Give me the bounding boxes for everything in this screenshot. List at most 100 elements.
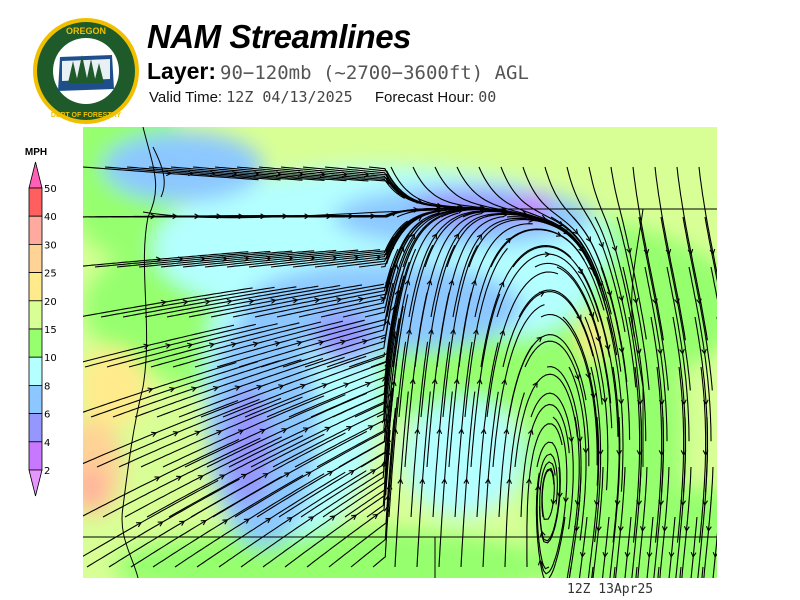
colorbar-under-triangle [28, 469, 43, 497]
streamline-arrowhead [219, 474, 226, 480]
streamline-arrowhead [265, 517, 272, 524]
streamline-arrowhead [278, 384, 285, 390]
streamline-arrowhead [574, 374, 580, 381]
streamline-arrowhead [274, 341, 281, 347]
streamline-arrowhead [262, 473, 269, 479]
streamline-arrowhead [404, 279, 411, 286]
streamline-arrowhead [157, 521, 164, 527]
streamline-arrowhead [618, 347, 625, 354]
streamline-arrowhead [147, 387, 154, 393]
streamline [701, 566, 704, 578]
streamline-arrowhead [212, 385, 219, 392]
streamline-arrowhead [394, 289, 401, 296]
streamline-arrowhead [448, 279, 455, 286]
streamline-arrowhead [384, 319, 391, 326]
streamline-arrowhead [618, 295, 624, 302]
map-timestamp: 12Z 13Apr25 [567, 582, 654, 597]
colorbar-tick-label: 8 [44, 381, 50, 392]
streamline-arrowhead [204, 299, 211, 305]
streamline-arrowhead [657, 348, 663, 355]
wind-speed-shading [578, 312, 608, 362]
streamline-arrowhead [182, 299, 189, 306]
streamline-arrowhead [463, 478, 470, 484]
streamline-arrowhead [556, 231, 563, 237]
streamline-arrowhead [480, 428, 487, 435]
streamline-arrowhead [652, 298, 658, 305]
streamline-arrowhead [658, 500, 664, 507]
streamline-arrowhead [618, 398, 624, 405]
svg-text:OREGON: OREGON [66, 26, 106, 36]
svg-text:DEPT OF FORESTRY: DEPT OF FORESTRY [51, 112, 121, 119]
layer-value: 90−120mb (~2700−3600ft) AGL [220, 62, 529, 84]
streamline-arrowhead [431, 378, 438, 385]
streamline-arrowhead [281, 428, 288, 434]
streamline-arrowhead [270, 298, 277, 304]
streamline-arrowhead [284, 472, 291, 478]
streamline-arrowhead [582, 447, 589, 454]
streamline-arrowhead [243, 518, 250, 524]
streamline-arrowhead [318, 340, 325, 346]
colorbar-tick-label: 25 [44, 269, 57, 280]
streamline-arrowhead [329, 515, 336, 521]
streamline-arrowhead [614, 500, 621, 507]
streamline-arrowhead [712, 551, 717, 558]
streamline-arrowhead [296, 340, 303, 347]
streamline-arrowhead [536, 336, 543, 343]
streamline-arrowhead [367, 425, 374, 431]
streamline-arrowhead [187, 342, 194, 349]
streamline-arrowhead [705, 526, 712, 532]
colorbar-over-triangle [28, 161, 43, 189]
streamline-arrowhead [372, 513, 379, 520]
streamline-arrowhead [471, 279, 477, 286]
streamline-arrowhead [577, 268, 583, 275]
streamline-arrowhead [690, 551, 697, 558]
colorbar-tick-label: 10 [44, 353, 57, 364]
streamline-arrowhead [702, 500, 708, 507]
streamline-arrowhead [169, 386, 176, 393]
streamline-arrowhead [305, 471, 312, 477]
streamline-arrowhead [348, 470, 355, 476]
streamline [679, 566, 682, 578]
streamline-arrowhead [602, 551, 609, 558]
streamline-arrowhead [595, 336, 602, 343]
streamline [568, 566, 572, 578]
streamline-arrowhead [252, 341, 259, 348]
streamline-arrowhead [572, 228, 579, 235]
streamline-arrowhead [406, 328, 412, 335]
streamline-arrowhead [532, 381, 538, 388]
streamline-arrowhead [503, 428, 510, 435]
streamline-arrowhead [222, 519, 229, 525]
streamline-arrowhead [624, 551, 631, 558]
colorbar-bin [28, 384, 43, 414]
puget-sound [152, 146, 165, 198]
streamline-arrowhead [595, 525, 602, 532]
streamline-arrowhead [370, 469, 377, 475]
streamline-arrowhead [226, 298, 233, 305]
streamline-arrowhead [208, 342, 216, 348]
streamline-arrowhead [485, 478, 491, 484]
streamline-arrowhead [336, 297, 343, 303]
streamline-arrowhead [241, 473, 248, 479]
streamline-map [83, 127, 717, 578]
streamline [613, 566, 616, 578]
streamline-arrowhead [385, 494, 391, 501]
streamline-arrowhead [324, 426, 331, 432]
streamline-arrowhead [346, 426, 353, 432]
colorbar-bin [28, 300, 43, 330]
layer-info: Layer: 90−120mb (~2700−3600ft) AGL [147, 58, 529, 85]
streamline-arrowhead [499, 329, 506, 336]
streamline-arrowhead [436, 428, 443, 435]
streamline-arrowhead [597, 281, 603, 288]
colorbar-bin [28, 356, 43, 386]
streamline-arrowhead [191, 386, 198, 392]
streamline-arrowhead [179, 520, 186, 526]
streamline-arrowhead [601, 397, 608, 404]
streamline-arrowhead [679, 348, 685, 355]
streamline-arrowhead [573, 525, 580, 532]
streamline-arrowhead [535, 484, 541, 491]
wind-speed-shading [83, 467, 103, 507]
streamline-arrowhead [544, 251, 551, 258]
streamline-arrowhead [351, 514, 358, 520]
streamline-arrowhead [668, 551, 675, 558]
streamline-arrowhead [386, 483, 393, 490]
